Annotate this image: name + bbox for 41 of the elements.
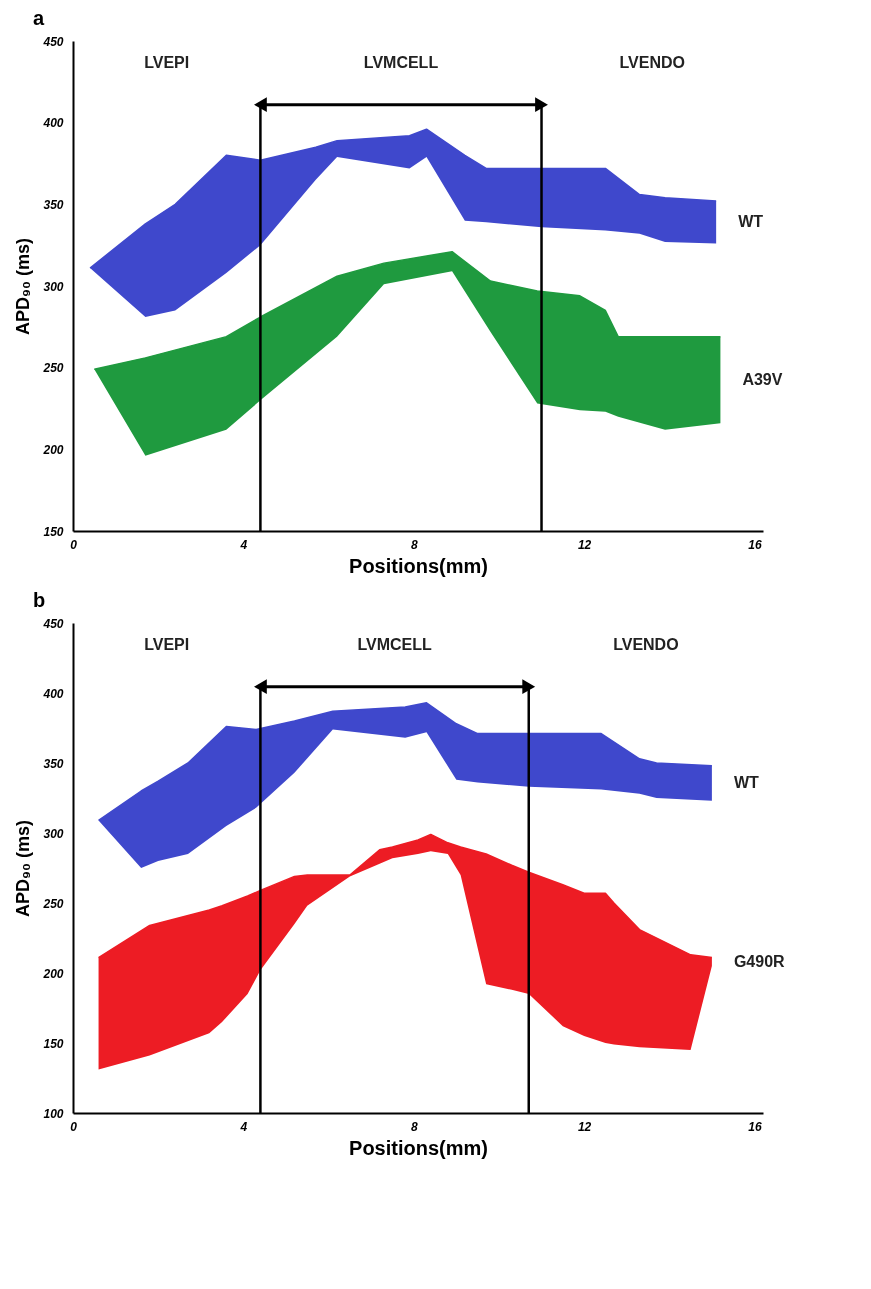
annotation: LVEPI (144, 54, 190, 71)
y-tick-label: 450 (42, 616, 64, 631)
y-tick-label: 400 (42, 686, 64, 701)
y-tick-label: 300 (43, 826, 64, 841)
y-tick-label: 250 (42, 361, 64, 376)
series-label: WT (733, 774, 759, 792)
series-label: G490R (733, 952, 786, 970)
annotation: LVENDO (619, 54, 685, 71)
chart-title: a (33, 7, 45, 29)
x-tick-label: 12 (577, 1119, 592, 1134)
y-tick-label: 150 (43, 524, 64, 539)
y-tick-label: 300 (43, 279, 64, 294)
y-tick-label: 450 (42, 34, 64, 49)
chart-title: b (33, 589, 46, 611)
y-tick-label: 250 (42, 896, 64, 911)
series-label: WT (738, 213, 764, 231)
y-tick-label: 100 (43, 1106, 64, 1121)
x-tick-label: 0 (70, 537, 78, 552)
y-tick-label: 350 (43, 197, 64, 212)
x-tick-label: 8 (410, 1119, 418, 1134)
x-tick-label: 16 (748, 1119, 762, 1134)
y-tick-label: 150 (43, 1036, 64, 1051)
annotation: LVMCELL (357, 636, 432, 653)
annotation: LVENDO (613, 636, 679, 653)
annotation: LVMCELL (363, 54, 439, 71)
x-tick-label: 12 (577, 537, 592, 552)
y-axis-title: APD₉₀ (ms) (13, 237, 34, 336)
x-tick-label: 4 (239, 537, 248, 552)
x-axis-title: Positions(mm) (349, 554, 488, 577)
y-axis-title: APD₉₀ (ms) (13, 819, 34, 918)
y-tick-label: 200 (42, 966, 64, 981)
x-tick-label: 4 (239, 1119, 248, 1134)
x-tick-label: 8 (410, 537, 418, 552)
x-tick-label: 16 (748, 537, 762, 552)
y-tick-label: 200 (42, 442, 64, 457)
y-tick-label: 350 (43, 756, 64, 771)
text: A39V (742, 370, 783, 388)
annotation: LVEPI (144, 636, 190, 653)
x-axis-title: Positions(mm) (349, 1136, 488, 1159)
x-tick-label: 0 (70, 1119, 78, 1134)
y-tick-label: 400 (42, 116, 64, 131)
